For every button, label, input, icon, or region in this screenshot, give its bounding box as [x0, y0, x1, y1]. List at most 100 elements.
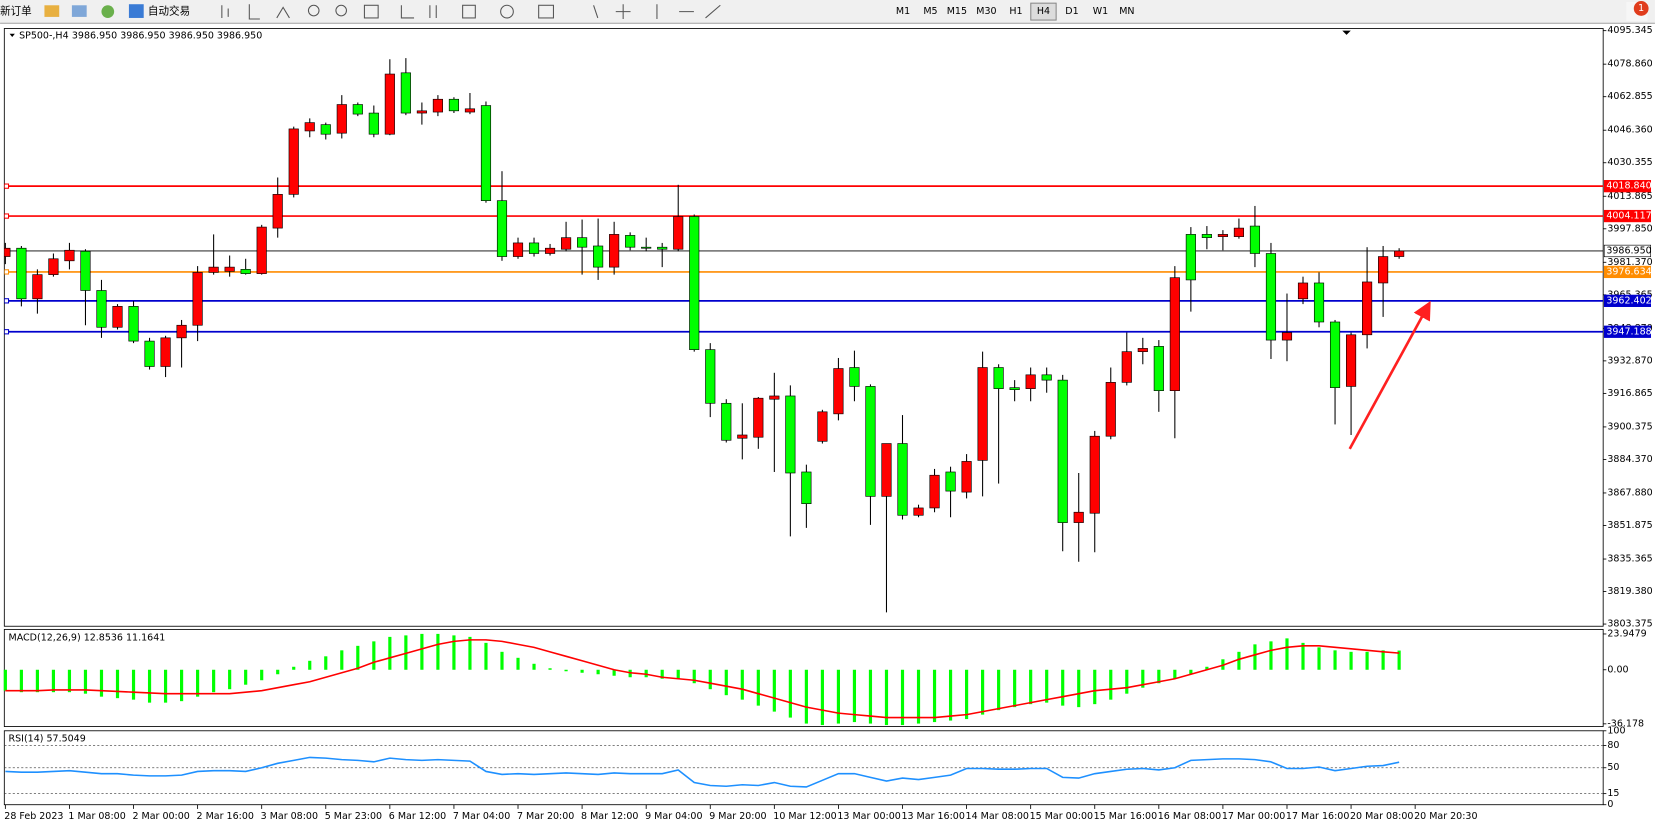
- x-tick-label: 9 Mar 04:00: [645, 811, 702, 822]
- x-tick-label: 16 Mar 08:00: [1158, 811, 1221, 822]
- candle-body: [1153, 346, 1164, 392]
- macd-bar: [612, 669, 616, 676]
- x-tick-label: 6 Mar 12:00: [389, 811, 446, 822]
- new-order-button[interactable]: 新订单: [0, 5, 32, 18]
- candle-body: [1345, 334, 1357, 387]
- timeframe-button[interactable]: M5: [923, 6, 937, 17]
- macd-bar: [115, 669, 120, 699]
- candle-body: [1265, 253, 1277, 341]
- x-tick-label: 17 Mar 00:00: [1222, 811, 1285, 822]
- icon[interactable]: [44, 5, 60, 17]
- macd-bar: [1013, 669, 1017, 708]
- candle-body: [1121, 351, 1132, 383]
- macd-bar: [1397, 650, 1401, 670]
- candle-body: [1249, 225, 1261, 254]
- macd-bar: [1173, 669, 1177, 679]
- templates[interactable]: [538, 4, 554, 19]
- candle-body: [96, 290, 107, 328]
- level-label: 3986.950: [1606, 245, 1651, 256]
- level-handle: [4, 213, 10, 219]
- timeframe-button[interactable]: H4: [1037, 6, 1050, 17]
- y-tick-label: 3803.375: [1607, 619, 1652, 630]
- macd-bar: [997, 669, 1001, 711]
- level-label: 3947.188: [1606, 326, 1651, 337]
- level-label-bg: [1603, 265, 1652, 279]
- candle-body: [352, 104, 363, 115]
- timeframe-button[interactable]: M15: [947, 6, 967, 17]
- icon[interactable]: [101, 5, 115, 18]
- y-tick-label: 3997.850: [1607, 223, 1652, 234]
- candle-body: [144, 340, 155, 367]
- timeframe-button-bg: [1059, 3, 1085, 21]
- timeframe-button[interactable]: MN: [1119, 6, 1134, 17]
- toolbar: [0, 0, 1655, 24]
- macd-bar: [852, 669, 857, 723]
- macd-bar: [244, 669, 248, 685]
- timeframe-button-bg: [890, 3, 916, 21]
- timeframe-button[interactable]: D1: [1065, 6, 1078, 17]
- candle-body: [4, 247, 11, 257]
- macd-bar: [1077, 669, 1081, 708]
- timeframe-button-bg: [1087, 3, 1114, 21]
- candle-body: [464, 108, 476, 113]
- macd-bar: [756, 669, 760, 706]
- candle-body: [80, 250, 91, 291]
- auto-trading-icon[interactable]: [128, 4, 144, 18]
- candle-body: [721, 402, 732, 441]
- candle-body: [849, 367, 860, 387]
- indicators[interactable]: [462, 4, 476, 19]
- macd-bar: [1317, 647, 1321, 670]
- candle-body: [609, 234, 620, 268]
- candle-body: [16, 247, 27, 300]
- macd-title: MACD(12,26,9) 12.8536 11.1641: [9, 632, 166, 643]
- macd-bar: [1381, 650, 1385, 670]
- tile[interactable]: [363, 4, 379, 19]
- candle-body: [256, 226, 267, 274]
- candle-body: [929, 474, 940, 509]
- x-tick-label: 2 Mar 00:00: [132, 811, 189, 822]
- periods[interactable]: [500, 4, 514, 19]
- macd-bar: [1205, 666, 1209, 670]
- x-tick-label: 2 Mar 16:00: [197, 811, 254, 822]
- y-tick-label: 50: [1607, 762, 1619, 773]
- notification-badge[interactable]: [1633, 1, 1649, 16]
- level-handle: [4, 329, 10, 335]
- macd-bar: [420, 633, 424, 670]
- macd-bar: [131, 669, 136, 700]
- candle-body: [192, 272, 203, 326]
- zoom-in[interactable]: [307, 4, 320, 17]
- macd-bar: [324, 656, 328, 670]
- candle-body: [657, 246, 668, 250]
- notification-count: 1: [1638, 3, 1644, 14]
- candle-body: [1217, 234, 1228, 237]
- timeframe-button[interactable]: M30: [976, 6, 996, 17]
- candle-body: [689, 216, 700, 350]
- macd-bar: [1269, 641, 1273, 670]
- timeframe-button[interactable]: W1: [1093, 6, 1108, 17]
- auto-trading-button[interactable]: 自动交易: [148, 5, 190, 18]
- drawing-tools[interactable]: [400, 4, 721, 20]
- x-tick-label: 1 Mar 08:00: [68, 811, 125, 822]
- macd-bar: [147, 669, 152, 703]
- macd-bar: [51, 669, 56, 693]
- rsi-title: RSI(14) 57.5049: [9, 734, 86, 745]
- candle-body: [801, 471, 812, 505]
- candle-body: [304, 122, 315, 132]
- macd-bar: [3, 669, 7, 691]
- timeframe-button[interactable]: H1: [1009, 6, 1022, 17]
- candle-body: [528, 242, 540, 254]
- macd-bar: [836, 669, 841, 724]
- candle-body: [1201, 234, 1212, 238]
- candle-body: [288, 128, 299, 195]
- macd-bar: [356, 645, 360, 670]
- macd-bar: [548, 668, 552, 670]
- candle-body: [272, 194, 283, 229]
- chart-tools[interactable]: [221, 4, 290, 20]
- icon[interactable]: [71, 5, 87, 17]
- macd-bar: [1157, 669, 1161, 684]
- zoom-out[interactable]: [335, 4, 347, 17]
- macd-bar: [788, 669, 792, 718]
- candle-body: [593, 245, 604, 268]
- x-tick-label: 14 Mar 08:00: [966, 811, 1029, 822]
- timeframe-button[interactable]: M1: [896, 6, 910, 17]
